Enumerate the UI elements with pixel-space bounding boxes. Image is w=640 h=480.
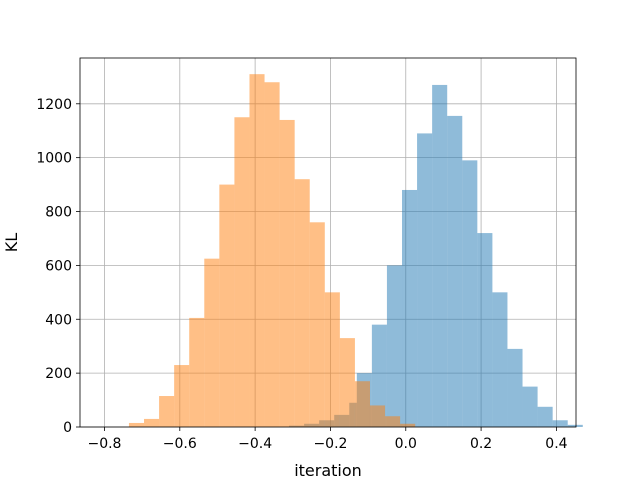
histogram-bar [234, 117, 250, 427]
histogram-bar [447, 115, 463, 428]
histogram-bar [219, 184, 235, 427]
histogram-bar [462, 160, 478, 427]
histogram-bar [386, 265, 403, 427]
histogram-bar [432, 84, 448, 428]
histogram-bars [128, 74, 583, 428]
histogram-bar [477, 233, 493, 427]
histogram-bar [522, 386, 538, 427]
histogram-bar [279, 119, 295, 427]
histogram-bar [294, 179, 310, 427]
y-tick-label: 1200 [36, 97, 72, 113]
histogram-bar [567, 424, 583, 427]
x-tick-label: −0.8 [87, 436, 121, 452]
y-tick-label: 400 [45, 312, 72, 328]
y-tick-label: 1000 [36, 151, 72, 167]
histogram-bar [264, 82, 280, 427]
y-tick-label: 800 [45, 205, 72, 221]
histogram-bar [324, 292, 340, 427]
y-tick-label: 0 [63, 420, 72, 436]
histogram-bar [537, 406, 553, 427]
histogram-bar [371, 324, 387, 427]
histogram-bar [144, 418, 160, 427]
axis-ticks: −0.8 −0.6 −0.4 −0.2 0.0 0.2 0.4 0 200 400 600 800 10… [36, 97, 567, 452]
plot-frame [79, 57, 577, 428]
x-tick-label: 0.2 [470, 436, 492, 452]
histogram-bar [417, 133, 433, 427]
histogram-bar [128, 422, 145, 427]
histogram-bar [159, 396, 175, 427]
x-tick-label: 0.4 [545, 436, 567, 452]
histogram-bar [552, 420, 568, 427]
histogram-bar [339, 338, 355, 427]
histogram-bar [309, 222, 325, 427]
x-tick-label: −0.4 [238, 436, 272, 452]
histogram-bar [402, 189, 418, 427]
histogram-bar [492, 292, 508, 427]
x-tick-label: −0.6 [163, 436, 197, 452]
histogram-bar [174, 365, 190, 427]
histogram-bar [400, 423, 416, 427]
histogram-bar [189, 317, 205, 427]
y-tick-label: 600 [45, 258, 72, 274]
series-0-bars [289, 84, 583, 428]
y-tick-label: 200 [45, 366, 72, 382]
series-1-bars [128, 74, 416, 427]
x-tick-label: 0.0 [395, 436, 417, 452]
x-axis-label: iteration [294, 461, 362, 480]
histogram-bar [385, 416, 401, 427]
histogram-bar [204, 258, 220, 427]
histogram-bar [507, 348, 523, 427]
histogram-bar [354, 381, 370, 427]
histogram-bar [369, 405, 386, 427]
histogram-bar [249, 74, 265, 427]
x-tick-label: −0.2 [313, 436, 347, 452]
y-axis-label: KL [2, 233, 21, 252]
